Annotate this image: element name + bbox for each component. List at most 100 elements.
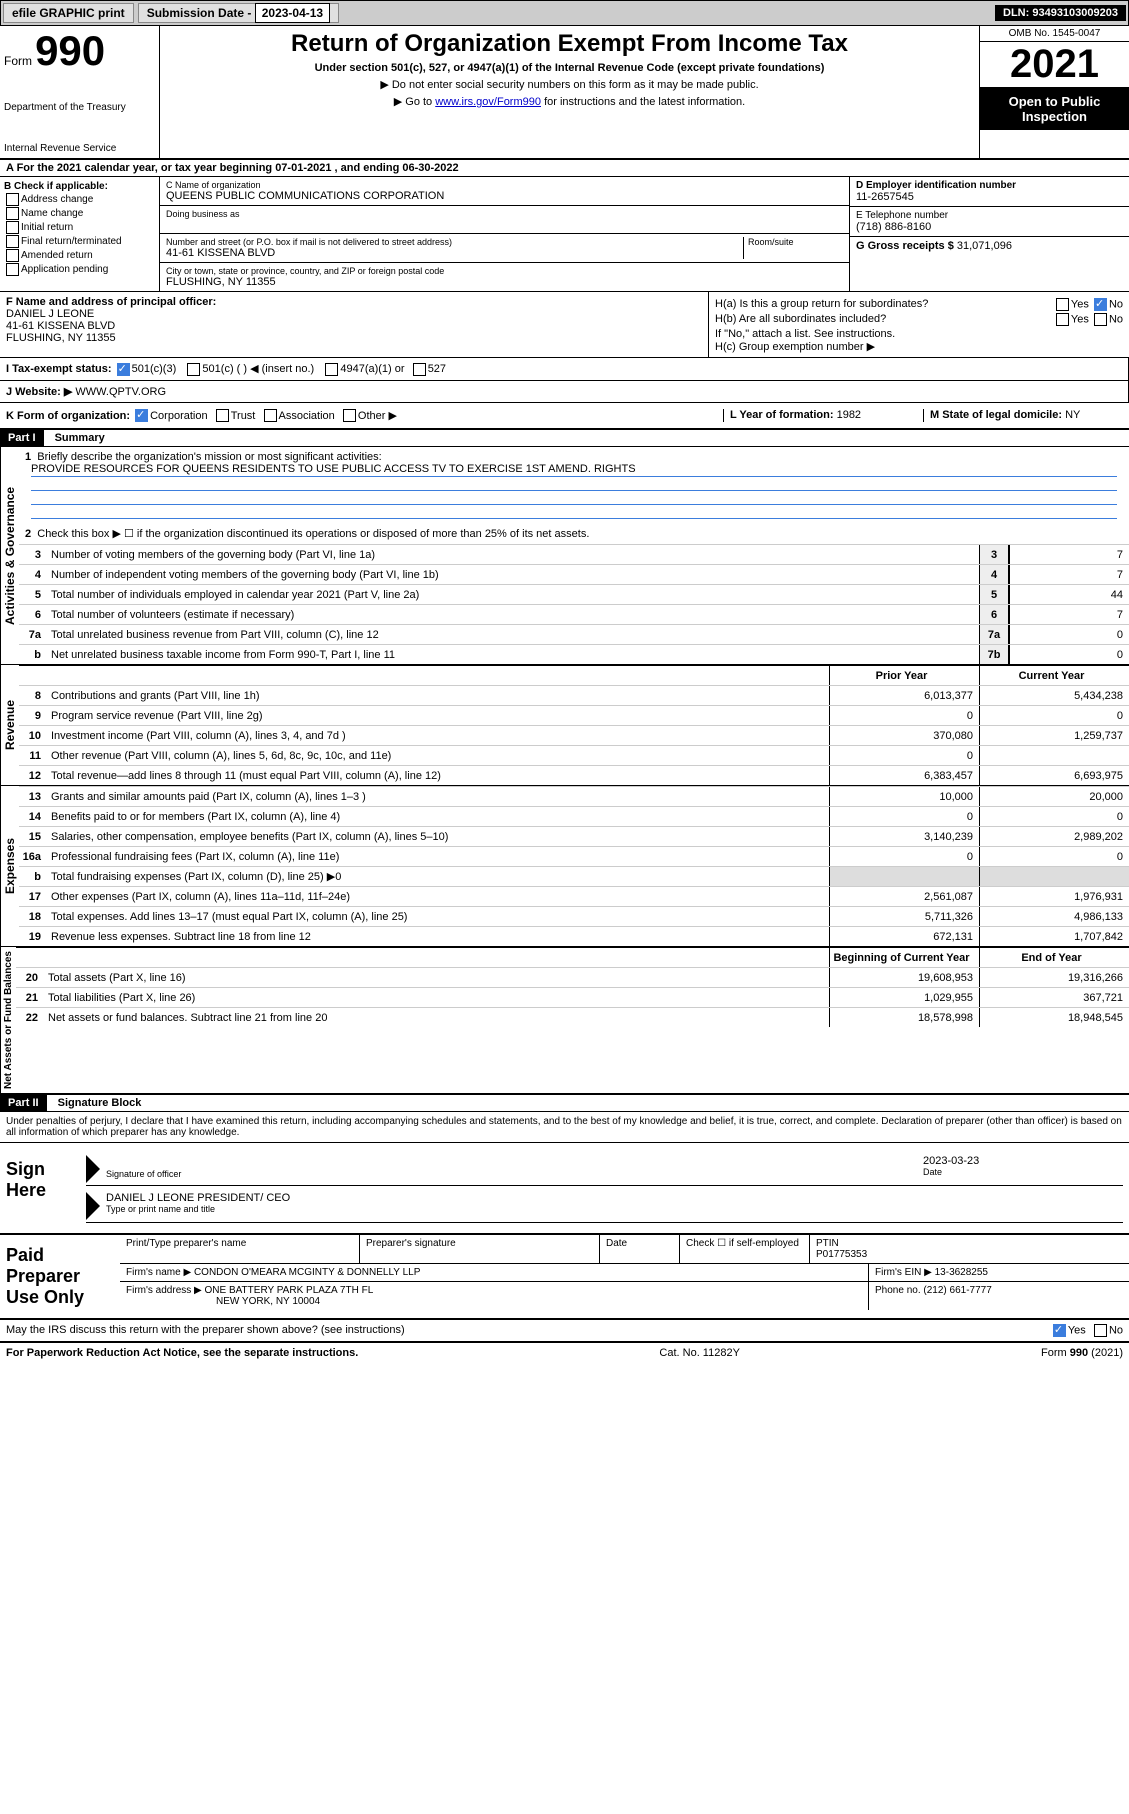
rev-header-row: Prior Year Current Year <box>19 665 1129 685</box>
line-val: 0 <box>1009 625 1129 644</box>
line-22: 22Net assets or fund balances. Subtract … <box>16 1007 1129 1027</box>
firm-value: CONDON O'MEARA MCGINTY & DONNELLY LLP <box>194 1267 420 1278</box>
line-num: 18 <box>19 911 47 923</box>
line-val: 0 <box>1009 645 1129 664</box>
firm-label: Firm's name ▶ <box>126 1267 191 1278</box>
line-text: Total liabilities (Part X, line 26) <box>44 990 829 1006</box>
pp-firm-row: Firm's name ▶ CONDON O'MEARA MCGINTY & D… <box>120 1264 1129 1282</box>
chk-amended-return[interactable]: Amended return <box>4 249 155 262</box>
prior-val: 370,080 <box>829 726 979 745</box>
line-9: 9Program service revenue (Part VIII, lin… <box>19 705 1129 725</box>
block-bcde: B Check if applicable: Address change Na… <box>0 177 1129 292</box>
chk-final-return[interactable]: Final return/terminated <box>4 235 155 248</box>
chk-other[interactable] <box>343 409 356 422</box>
current-val: 0 <box>979 807 1129 826</box>
prior-val: 672,131 <box>829 927 979 946</box>
chk-initial-return[interactable]: Initial return <box>4 221 155 234</box>
prior-year-header: Prior Year <box>829 666 979 685</box>
officer-name: DANIEL J LEONE <box>6 308 702 320</box>
form-number: 990 <box>35 27 105 74</box>
line-val: 7 <box>1009 605 1129 624</box>
m-value: NY <box>1065 409 1080 421</box>
line-b: bTotal fundraising expenses (Part IX, co… <box>19 866 1129 886</box>
line-text: Total unrelated business revenue from Pa… <box>47 627 979 643</box>
h-a-yes[interactable] <box>1056 298 1069 311</box>
line-text: Contributions and grants (Part VIII, lin… <box>47 688 829 704</box>
chk-address-change[interactable]: Address change <box>4 193 155 206</box>
pp-h4a: Check ☐ if self-employed <box>680 1235 810 1263</box>
prior-val: 19,608,953 <box>829 968 979 987</box>
pp-addr-row: Firm's address ▶ ONE BATTERY PARK PLAZA … <box>120 1282 1129 1310</box>
efile-print-button[interactable]: efile GRAPHIC print <box>3 3 134 23</box>
part2-badge: Part II <box>0 1095 47 1111</box>
k-section: K Form of organization: Corporation Trus… <box>6 409 723 423</box>
line-val: 7 <box>1009 545 1129 564</box>
l-section: L Year of formation: 1982 <box>723 409 923 423</box>
addr-value: 41-61 KISSENA BLVD <box>166 247 743 259</box>
gov-line-4: 4Number of independent voting members of… <box>19 564 1129 584</box>
submission-date-prefix: Submission Date - <box>147 6 255 20</box>
row-klm: K Form of organization: Corporation Trus… <box>0 403 1129 431</box>
line-num: 10 <box>19 730 47 742</box>
chk-527[interactable] <box>413 363 426 376</box>
irs-link[interactable]: www.irs.gov/Form990 <box>435 96 541 108</box>
tel-label: E Telephone number <box>856 210 1123 221</box>
current-year-header: Current Year <box>979 666 1129 685</box>
current-val <box>979 867 1129 886</box>
h-b-no[interactable] <box>1094 313 1107 326</box>
line-20: 20Total assets (Part X, line 16)19,608,9… <box>16 967 1129 987</box>
dba-label: Doing business as <box>166 209 843 219</box>
line-text: Other revenue (Part VIII, column (A), li… <box>47 748 829 764</box>
chk-501c[interactable] <box>187 363 200 376</box>
col-f-officer: F Name and address of principal officer:… <box>0 292 709 357</box>
line-num: 5 <box>19 589 47 601</box>
net-header-row: Beginning of Current Year End of Year <box>16 947 1129 967</box>
current-val: 0 <box>979 706 1129 725</box>
line-num: b <box>19 871 47 883</box>
chk-trust[interactable] <box>216 409 229 422</box>
prior-val: 6,383,457 <box>829 766 979 785</box>
line-12: 12Total revenue—add lines 8 through 11 (… <box>19 765 1129 785</box>
chk-corp[interactable] <box>135 409 148 422</box>
current-val: 1,707,842 <box>979 927 1129 946</box>
chk-501c3[interactable] <box>117 363 130 376</box>
sig-name-label: Type or print name and title <box>106 1204 1123 1214</box>
sig-date-label: Date <box>923 1167 1123 1177</box>
discuss-yes[interactable] <box>1053 1324 1066 1337</box>
phone-value: (212) 661-7777 <box>923 1285 991 1296</box>
vlabel-governance: Activities & Governance <box>0 447 19 664</box>
h-a-no[interactable] <box>1094 298 1107 311</box>
chk-application-pending[interactable]: Application pending <box>4 263 155 276</box>
line-num: 21 <box>16 992 44 1004</box>
efile-topbar: efile GRAPHIC print Submission Date - 20… <box>0 0 1129 26</box>
footer-mid: Cat. No. 11282Y <box>659 1347 740 1359</box>
line-box: 5 <box>979 585 1009 604</box>
ptin-value: P01775353 <box>816 1249 867 1260</box>
row-j: J Website: ▶ WWW.QPTV.ORG <box>0 381 1129 403</box>
pp-h2: Preparer's signature <box>360 1235 600 1263</box>
line-10: 10Investment income (Part VIII, column (… <box>19 725 1129 745</box>
addr-label: Number and street (or P.O. box if mail i… <box>166 237 743 247</box>
website-value: WWW.QPTV.ORG <box>75 386 166 398</box>
line-text: Net assets or fund balances. Subtract li… <box>44 1010 829 1026</box>
sig-officer-line: Signature of officer 2023-03-23 Date <box>86 1153 1123 1186</box>
discuss-no[interactable] <box>1094 1324 1107 1337</box>
vlabel-revenue: Revenue <box>0 665 19 785</box>
omb-number: OMB No. 1545-0047 <box>980 26 1129 42</box>
h-b-yes[interactable] <box>1056 313 1069 326</box>
m-section: M State of legal domicile: NY <box>923 409 1123 423</box>
chk-assoc[interactable] <box>264 409 277 422</box>
discuss-label: May the IRS discuss this return with the… <box>6 1324 405 1337</box>
firm-addr2: NEW YORK, NY 10004 <box>216 1296 320 1307</box>
line-text: Number of voting members of the governin… <box>47 547 979 563</box>
col-b-checkboxes: B Check if applicable: Address change Na… <box>0 177 160 291</box>
current-val: 19,316,266 <box>979 968 1129 987</box>
page-footer: For Paperwork Reduction Act Notice, see … <box>0 1343 1129 1363</box>
chk-4947[interactable] <box>325 363 338 376</box>
dba-row: Doing business as <box>160 206 849 234</box>
mission-blank1 <box>31 477 1117 491</box>
begin-year-header: Beginning of Current Year <box>829 948 979 967</box>
room-label: Room/suite <box>748 237 843 247</box>
gov-line-7b: bNet unrelated business taxable income f… <box>19 644 1129 664</box>
chk-name-change[interactable]: Name change <box>4 207 155 220</box>
